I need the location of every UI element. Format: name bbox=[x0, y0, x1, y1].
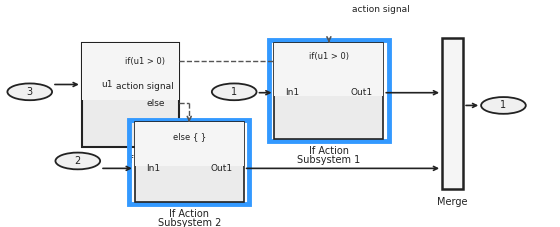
Text: If Action: If Action bbox=[309, 146, 349, 156]
Text: Subsystem 1: Subsystem 1 bbox=[297, 155, 361, 165]
Text: Out1: Out1 bbox=[211, 164, 233, 173]
Text: Subsystem 2: Subsystem 2 bbox=[157, 217, 221, 227]
Text: If Action: If Action bbox=[169, 209, 209, 219]
Circle shape bbox=[481, 97, 526, 114]
Text: else: else bbox=[146, 99, 165, 108]
Text: 1: 1 bbox=[231, 87, 237, 97]
Text: if(u1 > 0): if(u1 > 0) bbox=[125, 57, 165, 66]
Text: In1: In1 bbox=[285, 88, 300, 97]
Text: 2: 2 bbox=[74, 156, 81, 166]
Text: u1: u1 bbox=[101, 80, 113, 89]
Text: action signal: action signal bbox=[352, 5, 409, 14]
Circle shape bbox=[7, 84, 52, 100]
Bar bbox=[82, 43, 179, 147]
Text: In1: In1 bbox=[146, 164, 160, 173]
Text: Merge: Merge bbox=[437, 197, 468, 207]
Text: 3: 3 bbox=[27, 87, 33, 97]
Bar bbox=[442, 38, 463, 189]
Text: 1: 1 bbox=[501, 100, 506, 111]
Bar bbox=[269, 40, 389, 141]
Bar bbox=[274, 43, 384, 96]
Bar bbox=[274, 43, 384, 139]
Circle shape bbox=[212, 84, 256, 100]
Bar bbox=[135, 122, 244, 202]
Text: if(u1 > 0): if(u1 > 0) bbox=[309, 52, 349, 61]
Bar bbox=[129, 120, 249, 204]
Circle shape bbox=[55, 153, 100, 169]
Text: Out1: Out1 bbox=[351, 88, 372, 97]
Text: action signal: action signal bbox=[116, 82, 174, 91]
Bar bbox=[82, 43, 179, 100]
Bar bbox=[135, 122, 244, 166]
Text: If: If bbox=[128, 155, 134, 165]
Text: else { }: else { } bbox=[172, 132, 206, 141]
